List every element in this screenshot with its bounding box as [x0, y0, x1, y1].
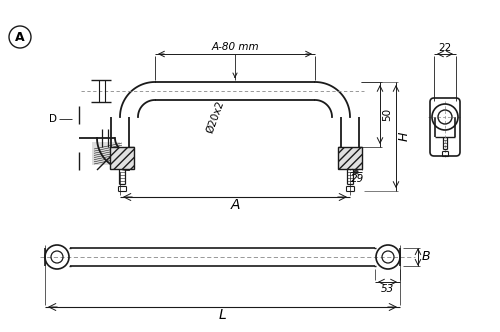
Text: A-80 mm: A-80 mm	[211, 42, 259, 52]
Text: B: B	[422, 251, 430, 264]
Text: 22: 22	[438, 43, 452, 53]
Text: 29: 29	[352, 174, 364, 184]
Text: 50: 50	[382, 108, 392, 121]
Text: A: A	[230, 198, 240, 212]
Text: A: A	[15, 31, 25, 43]
Text: Ø20x2: Ø20x2	[204, 99, 226, 135]
Bar	[110, 147, 134, 169]
FancyBboxPatch shape	[92, 142, 120, 165]
Text: 53: 53	[381, 284, 394, 294]
Text: D: D	[49, 114, 57, 124]
Text: L: L	[218, 308, 226, 322]
Bar	[338, 147, 362, 169]
Text: H: H	[398, 132, 410, 141]
